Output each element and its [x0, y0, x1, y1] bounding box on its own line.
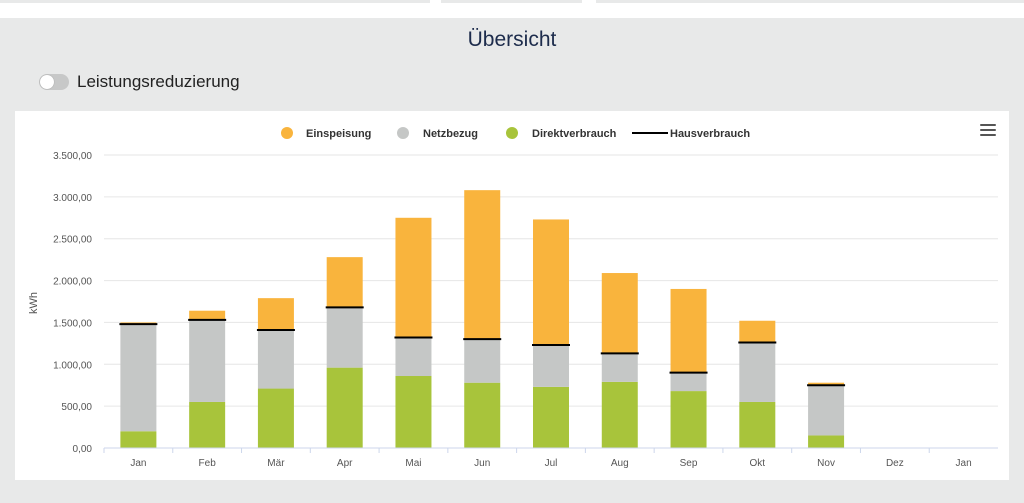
bar-direktverbrauch[interactable]	[120, 431, 157, 448]
y-tick-label: 3.000,00	[53, 193, 92, 204]
bar-direktverbrauch[interactable]	[670, 391, 707, 448]
x-tick-label: Mär	[267, 458, 285, 469]
bar-einspeisung[interactable]	[395, 217, 432, 338]
y-tick-label: 1.000,00	[53, 360, 92, 371]
bar-direktverbrauch[interactable]	[257, 388, 294, 448]
bar-direktverbrauch[interactable]	[739, 401, 776, 448]
y-tick-label: 1.500,00	[53, 318, 92, 329]
x-tick-label: Dez	[886, 458, 904, 469]
x-tick-label: Nov	[817, 458, 835, 469]
y-tick-label: 3.500,00	[53, 151, 92, 162]
y-axis-label: kWh	[28, 292, 40, 314]
hamburger-menu-icon[interactable]	[980, 124, 996, 138]
bar-netzbezug[interactable]	[739, 342, 776, 402]
bar-netzbezug[interactable]	[395, 337, 432, 377]
chart-legend[interactable]: Einspeisung Netzbezug Direktverbrauch Ha…	[281, 127, 750, 140]
bar-direktverbrauch[interactable]	[326, 367, 363, 448]
y-tick-label: 2.500,00	[53, 235, 92, 246]
bar-einspeisung[interactable]	[670, 288, 707, 373]
bar-netzbezug[interactable]	[808, 385, 845, 436]
legend-label-netzbezug[interactable]: Netzbezug	[423, 128, 478, 140]
bar-einspeisung[interactable]	[739, 320, 776, 343]
legend-label-hausverbrauch[interactable]: Hausverbrauch	[670, 128, 750, 140]
bar-netzbezug[interactable]	[670, 372, 707, 392]
bar-einspeisung[interactable]	[464, 190, 501, 340]
page-title: Übersicht	[467, 28, 557, 51]
bar-direktverbrauch[interactable]	[601, 381, 638, 448]
bar-einspeisung[interactable]	[533, 219, 569, 346]
legend-label-einspeisung[interactable]: Einspeisung	[306, 128, 371, 140]
bar-direktverbrauch[interactable]	[533, 386, 569, 448]
x-tick-label: Feb	[199, 458, 217, 469]
legend-marker-direktverbrauch[interactable]	[506, 127, 518, 139]
y-tick-label: 0,00	[73, 444, 93, 455]
x-tick-label: Jun	[474, 458, 490, 469]
bar-direktverbrauch[interactable]	[464, 382, 501, 448]
bar-netzbezug[interactable]	[533, 345, 569, 387]
y-tick-label: 2.000,00	[53, 277, 92, 288]
bar-direktverbrauch[interactable]	[808, 435, 845, 448]
bar-netzbezug[interactable]	[464, 339, 501, 383]
bar-direktverbrauch[interactable]	[395, 376, 432, 448]
leistungsreduzierung-toggle[interactable]	[39, 74, 69, 90]
y-tick-label: 500,00	[61, 402, 92, 413]
bar-netzbezug[interactable]	[326, 307, 363, 368]
x-tick-label: Apr	[337, 458, 353, 469]
x-tick-label: Mai	[405, 458, 421, 469]
top-strip-left	[0, 0, 430, 3]
x-tick-label: Okt	[750, 458, 766, 469]
bar-netzbezug[interactable]	[120, 324, 157, 432]
x-tick-label: Jan	[130, 458, 146, 469]
legend-marker-einspeisung[interactable]	[281, 127, 293, 139]
bar-netzbezug[interactable]	[189, 319, 226, 402]
x-tick-label: Jan	[956, 458, 972, 469]
x-tick-label: Sep	[680, 458, 698, 469]
top-strip-middle	[441, 0, 582, 3]
bar-einspeisung[interactable]	[257, 298, 294, 330]
top-strip-right	[596, 0, 1024, 3]
legend-marker-netzbezug[interactable]	[397, 127, 409, 139]
x-tick-label: Aug	[611, 458, 629, 469]
bar-direktverbrauch[interactable]	[189, 401, 226, 448]
bar-einspeisung[interactable]	[601, 273, 638, 354]
bar-netzbezug[interactable]	[601, 353, 638, 382]
legend-label-direktverbrauch[interactable]: Direktverbrauch	[532, 128, 617, 140]
bar-netzbezug[interactable]	[257, 329, 294, 389]
bar-einspeisung[interactable]	[326, 257, 363, 308]
toggle-knob[interactable]	[40, 75, 54, 89]
x-tick-label: Jul	[545, 458, 558, 469]
bar-einspeisung[interactable]	[808, 382, 845, 386]
bar-einspeisung[interactable]	[189, 310, 226, 320]
toggle-label: Leistungsreduzierung	[77, 72, 240, 91]
